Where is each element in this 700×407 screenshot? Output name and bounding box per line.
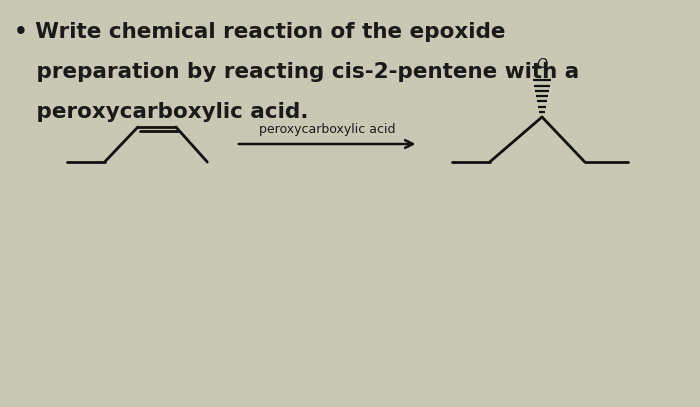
Text: preparation by reacting cis-2-pentene with a: preparation by reacting cis-2-pentene wi… [14, 62, 580, 82]
Text: O: O [537, 57, 547, 71]
Text: peroxycarboxylic acid: peroxycarboxylic acid [259, 123, 396, 136]
Text: • Write chemical reaction of the epoxide: • Write chemical reaction of the epoxide [14, 22, 506, 42]
Text: peroxycarboxylic acid.: peroxycarboxylic acid. [14, 102, 309, 122]
